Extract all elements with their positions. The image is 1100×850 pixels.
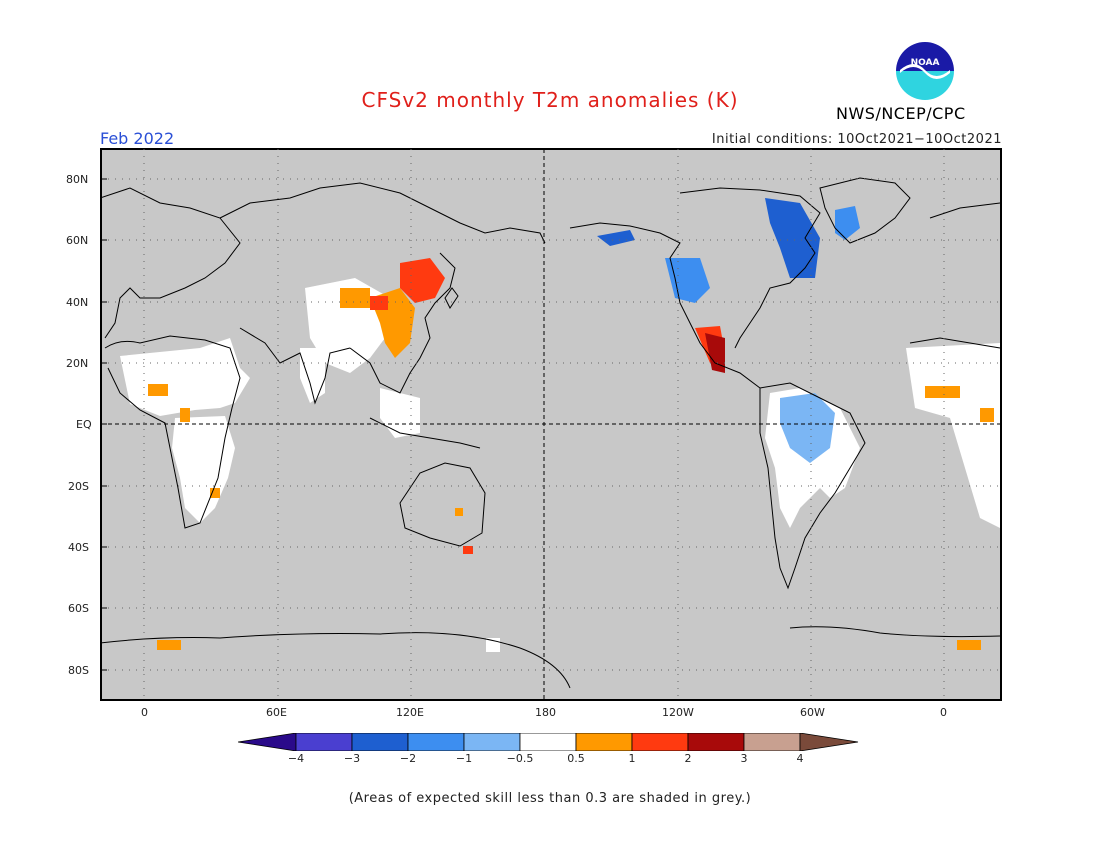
initial-conditions: Initial conditions: 10Oct2021−10Oct2021	[711, 132, 1002, 147]
map-title: CFSv2 monthly T2m anomalies (K)	[361, 88, 739, 112]
anomaly-regions	[120, 198, 1000, 652]
colorbar-label: −4	[287, 752, 305, 765]
noaa-logo-text: NOAA	[911, 58, 940, 68]
colorbar-label: −2	[399, 752, 417, 765]
colorbar-low-arrow	[238, 733, 297, 751]
nw-america-lightblue	[665, 258, 710, 303]
australia-orange	[455, 508, 463, 516]
colorbar-high-arrow	[799, 733, 859, 751]
ne-china-red	[400, 258, 445, 303]
sahel-orange-right	[925, 386, 960, 398]
colorbar-label: −0.5	[506, 752, 534, 765]
forecast-month: Feb 2022	[100, 129, 175, 148]
s-africa-orange	[210, 488, 220, 498]
graticule	[101, 149, 1001, 700]
n-africa-white	[120, 338, 250, 416]
canada-blue	[765, 198, 820, 278]
lon-label-180: 180	[535, 706, 556, 719]
lat-label-20n: 20N	[66, 357, 89, 370]
lon-label-60w: 60W	[800, 706, 825, 719]
lat-label-80n: 80N	[66, 173, 89, 186]
noaa-logo-icon: NOAA	[895, 41, 955, 101]
lat-label-60s: 60S	[68, 602, 89, 615]
lon-label-120e: 120E	[396, 706, 424, 719]
lat-label-60n: 60N	[66, 234, 89, 247]
colorbar	[238, 733, 859, 751]
world-map	[100, 148, 1002, 701]
colorbar-label: 3	[740, 752, 748, 765]
antarctic-orange-right	[957, 640, 981, 650]
india-white	[300, 348, 325, 403]
lat-label-40n: 40N	[66, 296, 89, 309]
axis-ticks	[101, 178, 107, 671]
tasmania-orange	[463, 546, 473, 554]
lon-label-60e: 60E	[266, 706, 287, 719]
skill-footnote: (Areas of expected skill less than 0.3 a…	[348, 791, 752, 806]
lat-label-20s: 20S	[68, 480, 89, 493]
central-asia-orange	[340, 288, 370, 308]
central-asia-red	[370, 296, 388, 310]
colorbar-label: 1	[628, 752, 636, 765]
se-asia-white	[380, 388, 420, 438]
lat-label-40s: 40S	[68, 541, 89, 554]
lon-label-120w: 120W	[662, 706, 694, 719]
alaska-blue	[597, 230, 635, 246]
antarctic-orange	[157, 640, 181, 650]
lon-label-0: 0	[141, 706, 148, 719]
amazon-lightblue	[780, 393, 835, 463]
lon-label-0-right: 0	[940, 706, 947, 719]
sahel-orange	[148, 384, 168, 396]
coastlines	[100, 177, 1001, 689]
africa-orange-right	[980, 408, 994, 422]
mexico-darkred	[705, 333, 725, 373]
lat-label-eq: EQ	[76, 418, 92, 431]
colorbar-label: 0.5	[567, 752, 585, 765]
sahel-orange-2	[180, 408, 190, 422]
lat-label-80s: 80S	[68, 664, 89, 677]
greenland-lightblue	[835, 206, 860, 240]
colorbar-label: 2	[684, 752, 692, 765]
colorbar-label: −3	[343, 752, 361, 765]
colorbar-label: 4	[796, 752, 804, 765]
colorbar-label: −1	[455, 752, 473, 765]
agency-label: NWS/NCEP/CPC	[836, 104, 966, 123]
